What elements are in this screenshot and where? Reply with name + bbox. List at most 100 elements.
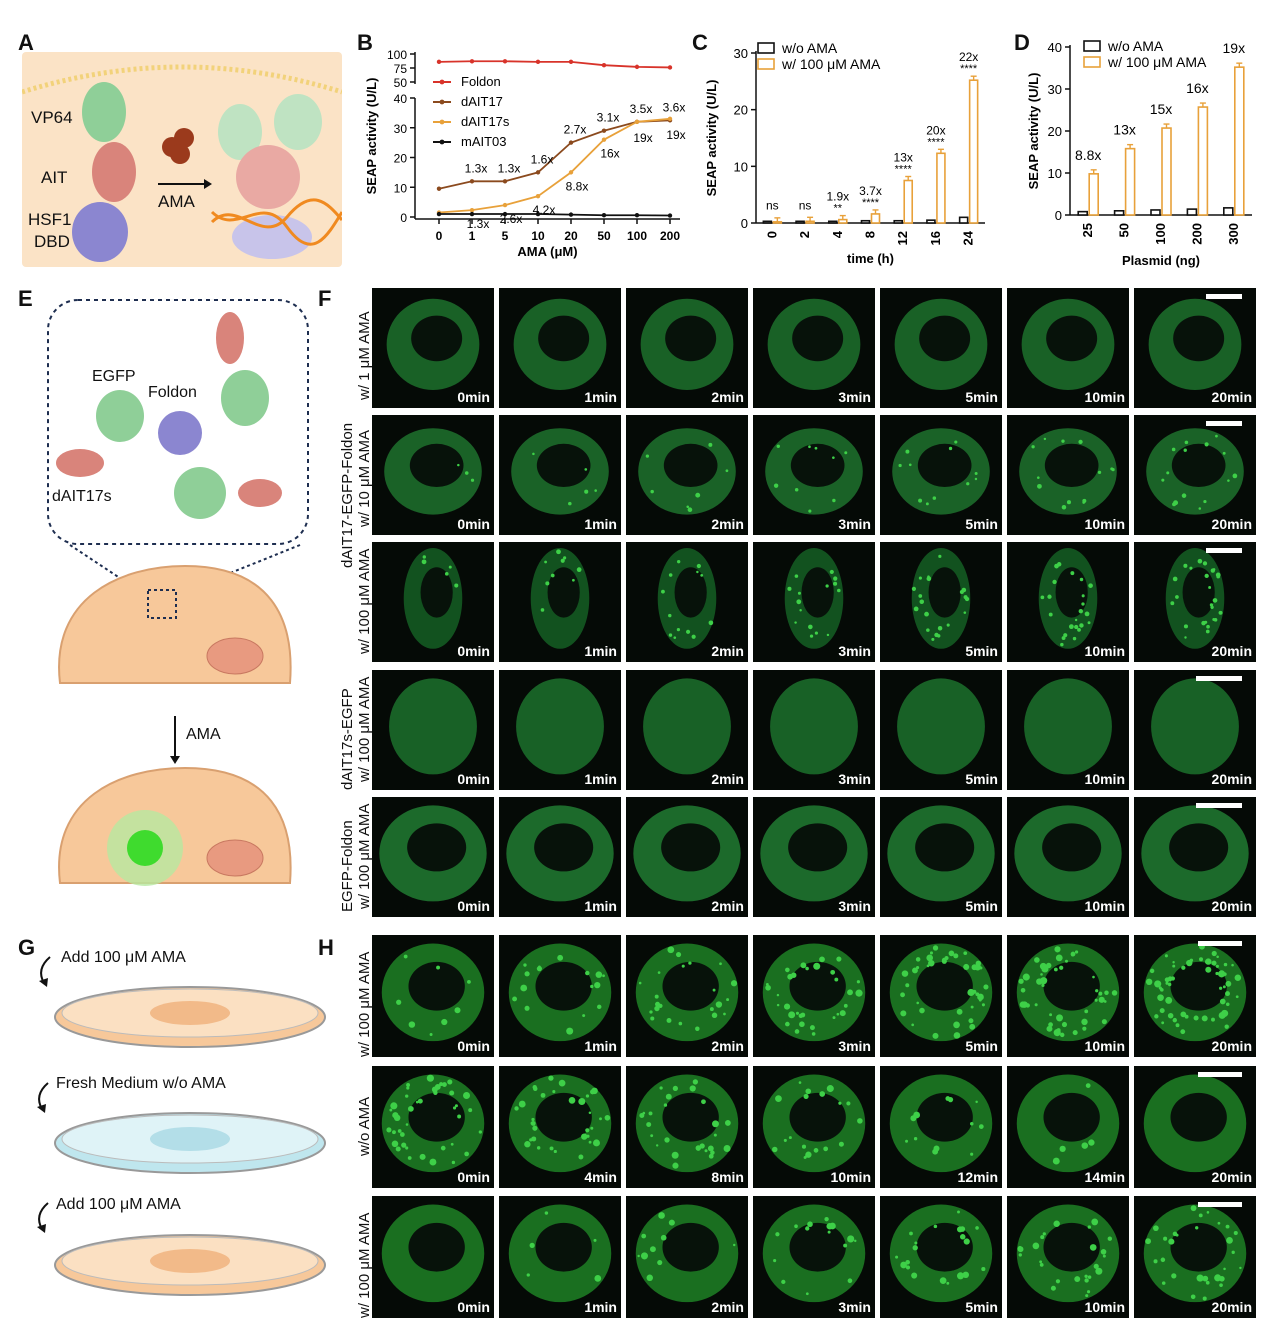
micrograph-tile: 4min [499,1066,621,1188]
data-point [601,213,607,218]
puncta [457,1114,462,1119]
puncta [550,573,555,578]
puncta [1082,498,1087,503]
tile-time-label: 20min [1211,643,1252,659]
puncta [934,632,939,638]
ait-domain-icon [92,142,136,202]
f-row-label: w/ 1 μM AMA [356,311,373,400]
tile-time-label: 3min [838,643,871,659]
puncta [566,1027,574,1035]
puncta [457,463,460,467]
puncta [1072,1030,1078,1036]
puncta [1153,1259,1158,1264]
nucleus-dark [408,961,465,1011]
puncta [1232,473,1238,479]
puncta [813,1148,819,1153]
annotation-dait17s: 19x [633,131,652,145]
puncta [1168,1238,1175,1245]
nucleus-dark [916,1092,973,1142]
puncta [1234,974,1242,982]
bar-w-ama [805,220,815,224]
y-axis-label: SEAP activity (U/L) [704,80,719,197]
puncta [933,1224,938,1229]
puncta [468,1108,473,1113]
puncta [447,1079,453,1085]
nucleus-dark [1042,823,1102,872]
puncta [692,1079,699,1085]
nucleus-dark [535,961,592,1011]
puncta [723,1144,731,1152]
puncta [1218,1011,1226,1019]
puncta [1095,989,1099,993]
puncta [1181,493,1187,498]
tile-time-label: 10min [1084,1299,1125,1315]
puncta [919,599,925,605]
puncta [531,1136,537,1142]
puncta [908,463,912,467]
puncta [798,1081,802,1084]
puncta [1053,1220,1060,1227]
puncta [913,1111,921,1119]
x-axis-label: Plasmid (ng) [1122,253,1200,268]
puncta [704,1149,708,1153]
puncta [948,446,953,451]
puncta [1184,1014,1189,1019]
puncta [1048,1022,1053,1028]
puncta [602,974,605,978]
puncta [454,1104,458,1108]
puncta [946,623,950,627]
puncta [563,556,567,560]
puncta [426,1074,434,1082]
y-tick-label: 20 [394,152,408,166]
tile-time-label: 1min [584,771,617,787]
micrograph-tile: 20min [1134,415,1256,535]
puncta [847,1235,855,1243]
puncta [1043,437,1047,441]
tile-time-label: 20min [1211,1038,1252,1054]
puncta [708,442,713,447]
puncta [814,631,818,635]
puncta [450,1142,454,1146]
micrograph-tile: 0min [372,797,494,917]
puncta [856,980,861,984]
puncta [1172,964,1176,968]
puncta [838,1141,844,1147]
bar-wo-ama [1223,207,1234,216]
x-tick-label: 24 [961,230,976,245]
series-line-dAIT17 [438,119,671,190]
data-point [601,137,607,142]
puncta [914,1241,918,1245]
puncta [1215,964,1219,968]
puncta [549,1146,554,1151]
puncta [839,1010,846,1017]
nucleus-dark [536,443,591,487]
puncta [1081,1142,1089,1149]
puncta [1061,439,1065,443]
annotation-dait17: 2.7x [564,123,587,137]
puncta [650,1134,654,1138]
puncta [1053,967,1058,972]
micrograph-tile: 14min [1007,1066,1129,1188]
puncta [1165,981,1169,985]
puncta [689,1085,696,1092]
puncta [1198,507,1202,510]
puncta [1037,483,1042,489]
panel-e-drawing [47,299,309,886]
puncta [654,1005,660,1012]
puncta [393,1114,401,1122]
puncta [1154,1014,1159,1019]
puncta [709,1007,714,1012]
tile-time-label: 0min [457,1169,490,1185]
x-tick-label: 50 [597,229,611,243]
cell-signal [643,678,731,775]
y-tick-label: 0 [400,211,407,225]
puncta [726,998,730,1002]
puncta [1040,973,1043,976]
nucleus-dark [801,567,834,618]
puncta [532,452,535,456]
puncta [800,1012,806,1018]
puncta [1059,1145,1066,1152]
nucleus-dark [535,1222,592,1272]
tile-time-label: 3min [838,516,871,532]
puncta [830,969,836,975]
